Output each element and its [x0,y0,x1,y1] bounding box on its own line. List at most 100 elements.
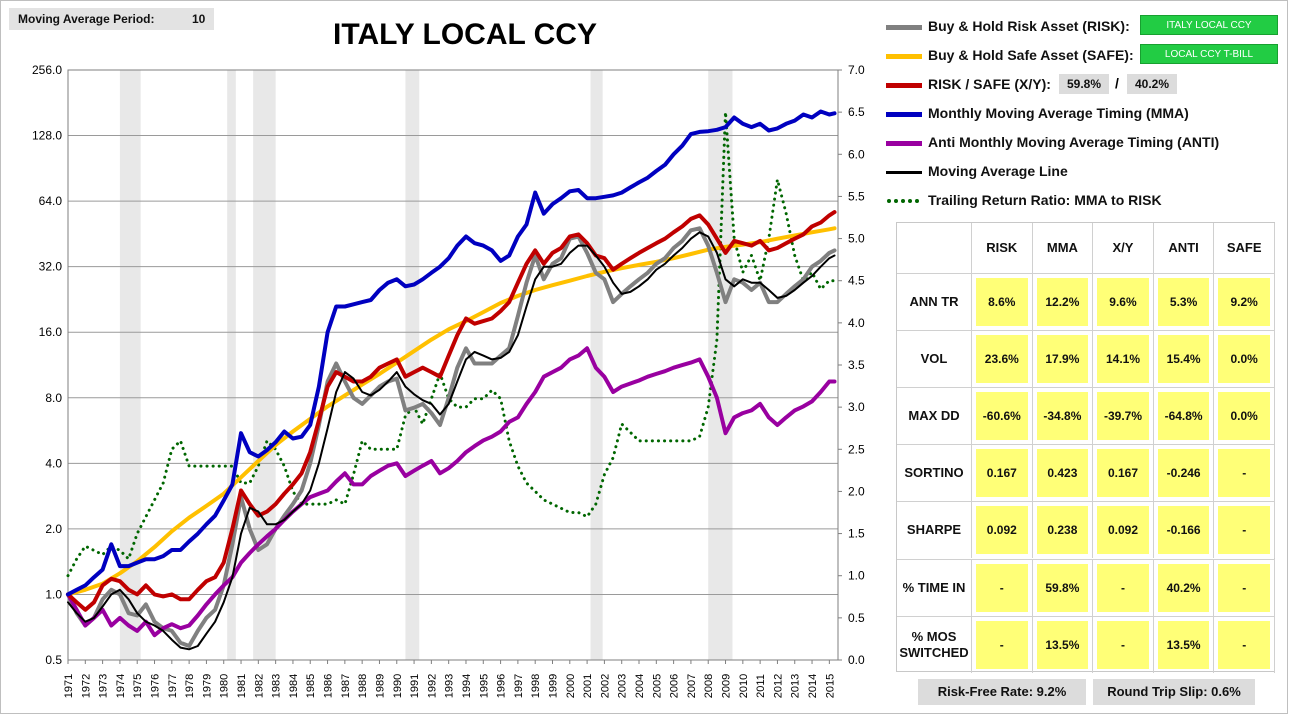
x-tick-label: 2010 [738,674,750,698]
stats-cell-wrap: - [1214,444,1275,502]
recession-band [405,70,420,660]
stats-cell-wrap: - [1214,615,1275,673]
stats-cell-wrap: 8.6% [972,273,1033,331]
stats-cell: 8.6% [976,278,1028,327]
stats-cell: - [976,563,1028,612]
x-tick-label: 2008 [703,674,715,698]
stats-cell-wrap: 0.238 [1032,501,1094,559]
x-tick-label: 2000 [565,674,577,698]
series-line-ratio [66,110,836,578]
x-tick-label: 1981 [236,674,248,698]
legend-label-mma: Monthly Moving Average Timing (MMA) [928,105,1189,121]
stats-cell-wrap: 9.2% [1214,273,1275,331]
x-tick-label: 1973 [98,674,110,698]
x-tick-label: 2013 [790,674,802,698]
stats-cell: 0.238 [1036,506,1089,555]
stats-cell-wrap: - [1093,615,1154,673]
x-tick-label: 1983 [271,674,283,698]
stats-cell-wrap: 23.6% [972,330,1033,388]
stats-cell: 0.092 [1097,506,1149,555]
legend-label-ma: Moving Average Line [928,163,1068,179]
legend-swatch-mma [886,112,922,117]
moving-average-period-box[interactable]: Moving Average Period: 10 [9,8,214,30]
safe-asset-tag[interactable]: LOCAL CCY T-BILL [1140,44,1278,64]
x-tick-label: 1995 [478,674,490,698]
x-tick-label: 2011 [755,674,767,698]
x-tick-label: 2012 [772,674,784,698]
recession-band [708,70,733,660]
axes: 0.5 1.0 2.0 4.0 8.0 16.0 32.0 64.0 128.0 256.0 0.0… [32,63,865,698]
risk-free-rate: Risk-Free Rate: 9.2% [918,679,1086,705]
x-tick-label: 1992 [426,674,438,698]
x-tick-label: 2009 [721,674,733,698]
stats-cell: 59.8% [1036,563,1089,612]
x-tick-label: 1999 [547,674,559,698]
x-tick-label: 2001 [582,674,594,698]
y-right-tick-label: 3.5 [848,358,865,372]
x-tick-label: 1974 [115,674,127,698]
stats-cell: -34.8% [1036,392,1089,441]
stats-cell-wrap: -0.246 [1153,444,1215,502]
x-tick-label: 1993 [444,674,456,698]
y-right-tick-label: 6.0 [848,147,865,161]
x-tick-label: 1994 [461,674,473,698]
y-right-tick-label: 4.0 [848,316,865,330]
recession-bands [119,70,733,660]
stats-cell-wrap: - [972,615,1033,673]
recession-band [119,70,141,660]
stats-cell: 0.0% [1218,335,1270,384]
legend-swatch-xy [886,83,922,88]
stats-cell: 9.6% [1097,278,1149,327]
x-tick-label: 1980 [219,674,231,698]
legend-label-safe: Buy & Hold Safe Asset (SAFE): [928,47,1134,63]
legend-swatch-anti [886,141,922,146]
stats-cell-wrap: 9.6% [1093,273,1154,331]
x-tick-label: 1977 [167,674,179,698]
stats-cell-wrap: 0.092 [1093,501,1154,559]
stats-cell: 0.092 [976,506,1028,555]
x-tick-label: 1982 [253,674,265,698]
stats-col-header: ANTI [1154,223,1215,273]
x-tick-label: 1989 [374,674,386,698]
stats-cell-wrap: 0.167 [972,444,1033,502]
y-right-tick-label: 4.5 [848,274,865,288]
stats-cell-wrap: 0.423 [1032,444,1094,502]
y-right-tick-label: 7.0 [848,63,865,77]
stats-cell-wrap: 40.2% [1153,558,1215,616]
stats-cell-wrap: 17.9% [1032,330,1094,388]
stats-cell-wrap: 0.0% [1214,387,1275,445]
y-right-tick-label: 1.0 [848,569,865,583]
round-trip-slip: Round Trip Slip: 0.6% [1093,679,1255,705]
legend-label-xy: RISK / SAFE (X/Y): [928,76,1051,92]
y-right-tick-label: 5.0 [848,232,865,246]
x-tick-label: 2003 [617,674,629,698]
y-right-tick-label: 5.5 [848,189,865,203]
stats-cell-wrap: - [1214,501,1275,559]
stats-cell: 15.4% [1157,335,1210,384]
stats-cell-wrap: 13.5% [1032,615,1094,673]
stats-row-label: SORTINO [897,444,972,502]
xy-safe-pct[interactable]: 40.2% [1127,74,1177,94]
stats-cell: 13.5% [1157,620,1210,669]
risk-asset-tag[interactable]: ITALY LOCAL CCY [1140,15,1278,35]
xy-risk-pct[interactable]: 59.8% [1059,74,1109,94]
x-tick-label: 1976 [150,674,162,698]
stats-cell: 14.1% [1097,335,1149,384]
stats-cell: -60.6% [976,392,1028,441]
legend-swatch-ratio [887,199,919,203]
stats-cell-wrap: 14.1% [1093,330,1154,388]
x-tick-label: 1997 [513,674,525,698]
stats-cell: 13.5% [1036,620,1089,669]
y-right-tick-label: 3.0 [848,400,865,414]
y-right-tick-label: 2.5 [848,442,865,456]
recession-band [253,70,276,660]
stats-cell: - [1097,563,1149,612]
stats-cell: -0.166 [1157,506,1210,555]
stats-cell: - [1097,620,1149,669]
stats-row-label: % TIME IN [897,558,972,616]
x-tick-label: 1978 [184,674,196,698]
x-tick-label: 1986 [323,674,335,698]
x-tick-label: 2004 [634,674,646,698]
period-value[interactable]: 10 [192,12,206,26]
